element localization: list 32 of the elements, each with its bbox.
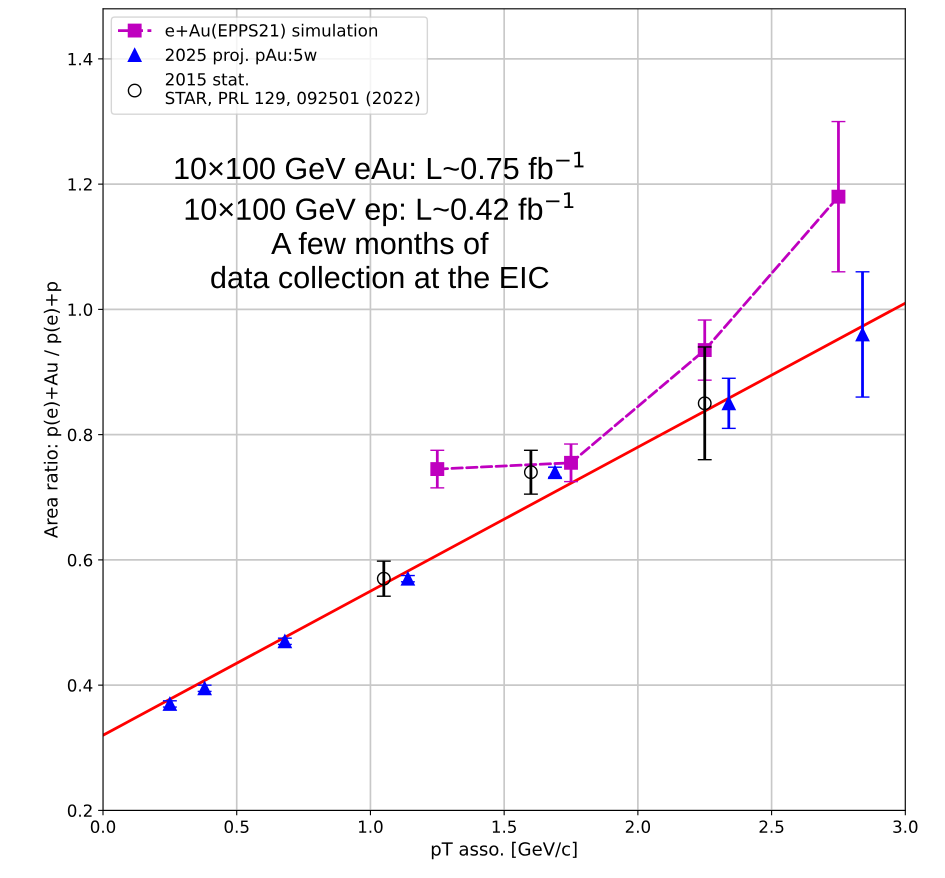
point [400, 572, 415, 586]
point [162, 696, 177, 711]
x-tick-label: 3.0 [893, 820, 918, 834]
x-tick-label: 2.5 [760, 820, 784, 834]
point [564, 456, 578, 470]
legend-label: e+Au(EPPS21) simulation [166, 24, 378, 39]
x-tick-label: 1.0 [359, 820, 383, 834]
x-tick-label: 0.0 [90, 820, 116, 834]
y-tick-label: 0.4 [68, 679, 92, 692]
y-axis-title: Area ratio: p(e)+Au / p(e)+p [44, 282, 62, 538]
x-axis-title: pT asso. [GeV/c] [432, 842, 577, 860]
point [524, 465, 538, 480]
legend-label: 2015 stat. STAR, PRL 129, 092501 (2022) [166, 73, 420, 106]
x-tick-label: 0.5 [224, 820, 249, 834]
text: 10×100 GeV eAu: L~0.75 fb$^{−1}$ 10×100 GeV ep: L~0.42 fb$^{−1}$ A few months of data collection at the EIC [175, 152, 584, 288]
y-tick-label: 1.2 [68, 178, 92, 190]
x-tick-label: 2.0 [626, 820, 650, 834]
point [698, 396, 712, 410]
point [430, 462, 444, 476]
y-tick-label: 1.0 [68, 303, 92, 316]
point [376, 572, 391, 586]
x-tick-label: 1.5 [492, 820, 516, 834]
y-tick-label: 1.4 [68, 53, 92, 66]
point [856, 327, 870, 342]
legend-label: 2025 proj. pAu:5w [166, 48, 317, 64]
y-tick-label: 0.8 [68, 428, 92, 442]
y-tick-label: 0.6 [68, 554, 92, 566]
y-tick-label: 0.2 [68, 804, 92, 817]
point [832, 190, 846, 204]
point [278, 634, 292, 648]
point [722, 396, 736, 410]
point [198, 681, 212, 696]
